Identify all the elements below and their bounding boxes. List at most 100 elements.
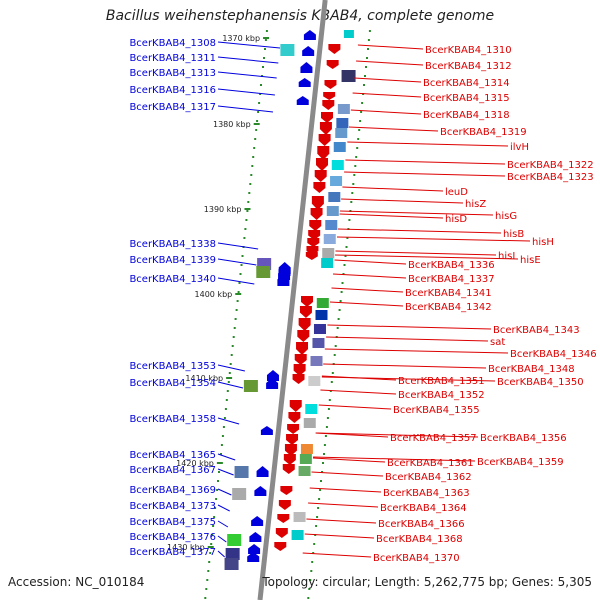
kbp-tick — [244, 208, 251, 210]
outer-ring-dot — [308, 588, 311, 590]
forward-gene-arrow — [248, 544, 261, 554]
outer-ring-dot — [367, 48, 369, 50]
forward-leader-line — [217, 520, 229, 528]
inner-ring-dot — [222, 426, 225, 428]
outer-ring-dot — [350, 201, 353, 203]
feature-box — [333, 142, 346, 152]
feature-box — [336, 118, 349, 128]
feature-box — [291, 530, 304, 540]
outer-ring-dot — [325, 426, 328, 428]
genome-backbone — [257, 0, 328, 600]
inner-ring-dot — [233, 327, 236, 329]
feature-box — [313, 324, 326, 334]
reverse-gene-arrow — [280, 486, 293, 495]
outer-ring-dot — [334, 345, 337, 347]
forward-gene-label: BcerKBAB4_1338 — [129, 239, 216, 250]
reverse-leader-line — [312, 457, 386, 463]
reverse-gene-label: BcerKBAB4_1342 — [405, 302, 492, 313]
inner-ring-dot — [264, 39, 267, 41]
reverse-leader-line — [352, 92, 422, 98]
forward-leader-line — [217, 41, 281, 49]
forward-gene-arrow — [247, 552, 260, 562]
forward-leader-line — [217, 381, 244, 389]
inner-ring-dot — [250, 174, 253, 176]
forward-gene-label: BcerKBAB4_1317 — [129, 102, 216, 113]
feature-box — [256, 266, 271, 278]
inner-ring-dot — [258, 102, 261, 104]
reverse-leader-line — [339, 210, 494, 216]
inner-ring-dot — [215, 498, 218, 500]
reverse-leader-line — [350, 109, 422, 115]
kbp-label: 1370 kbp — [222, 34, 260, 43]
inner-ring-dot — [237, 291, 240, 293]
inner-ring-dot — [213, 516, 216, 518]
inner-ring-dot — [224, 408, 227, 410]
outer-ring-dot — [351, 192, 354, 194]
forward-gene-label: BcerKBAB4_1313 — [129, 68, 216, 79]
reverse-gene-label: BcerKBAB4_1356 — [480, 433, 567, 444]
forward-gene-label: BcerKBAB4_1369 — [129, 485, 216, 496]
outer-ring-dot — [357, 138, 360, 140]
reverse-leader-line — [336, 236, 531, 242]
kbp-label: 1420 kbp — [176, 459, 214, 468]
feature-box — [328, 192, 341, 202]
kbp-label: 1390 kbp — [204, 205, 242, 214]
inner-ring-dot — [238, 282, 241, 284]
feature-box — [325, 220, 338, 230]
reverse-gene-arrow — [313, 182, 326, 193]
reverse-gene-label: ilvH — [510, 142, 529, 153]
forward-leader-line — [217, 417, 240, 425]
forward-gene-label: BcerKBAB4_1367 — [129, 465, 216, 476]
forward-gene-arrow — [277, 274, 290, 286]
inner-ring-dot — [221, 435, 224, 437]
reverse-gene-arrow — [311, 196, 324, 210]
forward-gene-label: BcerKBAB4_1354 — [129, 378, 216, 389]
inner-ring-dot — [241, 255, 244, 257]
outer-ring-dot — [366, 57, 368, 59]
forward-gene-arrow — [298, 78, 311, 87]
inner-ring-dot — [240, 264, 243, 266]
reverse-gene-arrow — [293, 364, 306, 376]
reverse-leader-line — [324, 348, 509, 354]
reverse-gene-label: BcerKBAB4_1363 — [383, 488, 470, 499]
outer-ring-dot — [322, 462, 324, 464]
feature-box — [321, 258, 334, 268]
outer-ring-dot — [328, 399, 331, 401]
kbp-tick — [216, 462, 223, 464]
feature-box — [303, 418, 316, 428]
reverse-leader-line — [323, 363, 487, 369]
feature-box — [343, 30, 354, 38]
forward-gene-arrow — [302, 46, 315, 56]
kbp-label: 1380 kbp — [213, 120, 251, 129]
reverse-leader-line — [335, 250, 497, 256]
inner-ring-dot — [255, 129, 258, 131]
forward-gene-arrow — [251, 516, 264, 526]
reverse-gene-label: hisI — [498, 251, 515, 262]
reverse-gene-arrow — [296, 342, 309, 355]
reverse-gene-label: hisZ — [465, 199, 486, 210]
kbp-label: 1410 kbp — [185, 374, 223, 383]
outer-ring-dot — [354, 165, 357, 167]
inner-ring-dot — [223, 417, 226, 419]
forward-leader-line — [217, 258, 257, 266]
inner-ring-dot — [204, 597, 207, 599]
forward-gene-arrow — [300, 62, 313, 73]
forward-gene-arrow — [249, 532, 262, 542]
feature-box — [323, 234, 336, 244]
kbp-tick — [263, 37, 270, 39]
inner-ring-dot — [245, 219, 248, 221]
forward-gene-arrow — [260, 426, 273, 435]
reverse-gene-label: hisE — [520, 255, 541, 266]
reverse-leader-line — [347, 141, 509, 147]
inner-ring-dot — [259, 93, 262, 95]
outer-ring-dot — [307, 597, 310, 599]
feature-box — [315, 310, 328, 320]
outer-ring-dot — [323, 453, 325, 455]
reverse-gene-label: BcerKBAB4_1318 — [423, 110, 510, 121]
inner-ring-dot — [231, 345, 234, 347]
outer-ring-dot — [348, 219, 351, 221]
reverse-gene-arrow — [299, 306, 312, 318]
topology-text: Topology: circular; Length: 5,262,775 bp… — [262, 575, 592, 589]
outer-ring-dot — [324, 435, 327, 437]
inner-ring-dot — [239, 273, 242, 275]
